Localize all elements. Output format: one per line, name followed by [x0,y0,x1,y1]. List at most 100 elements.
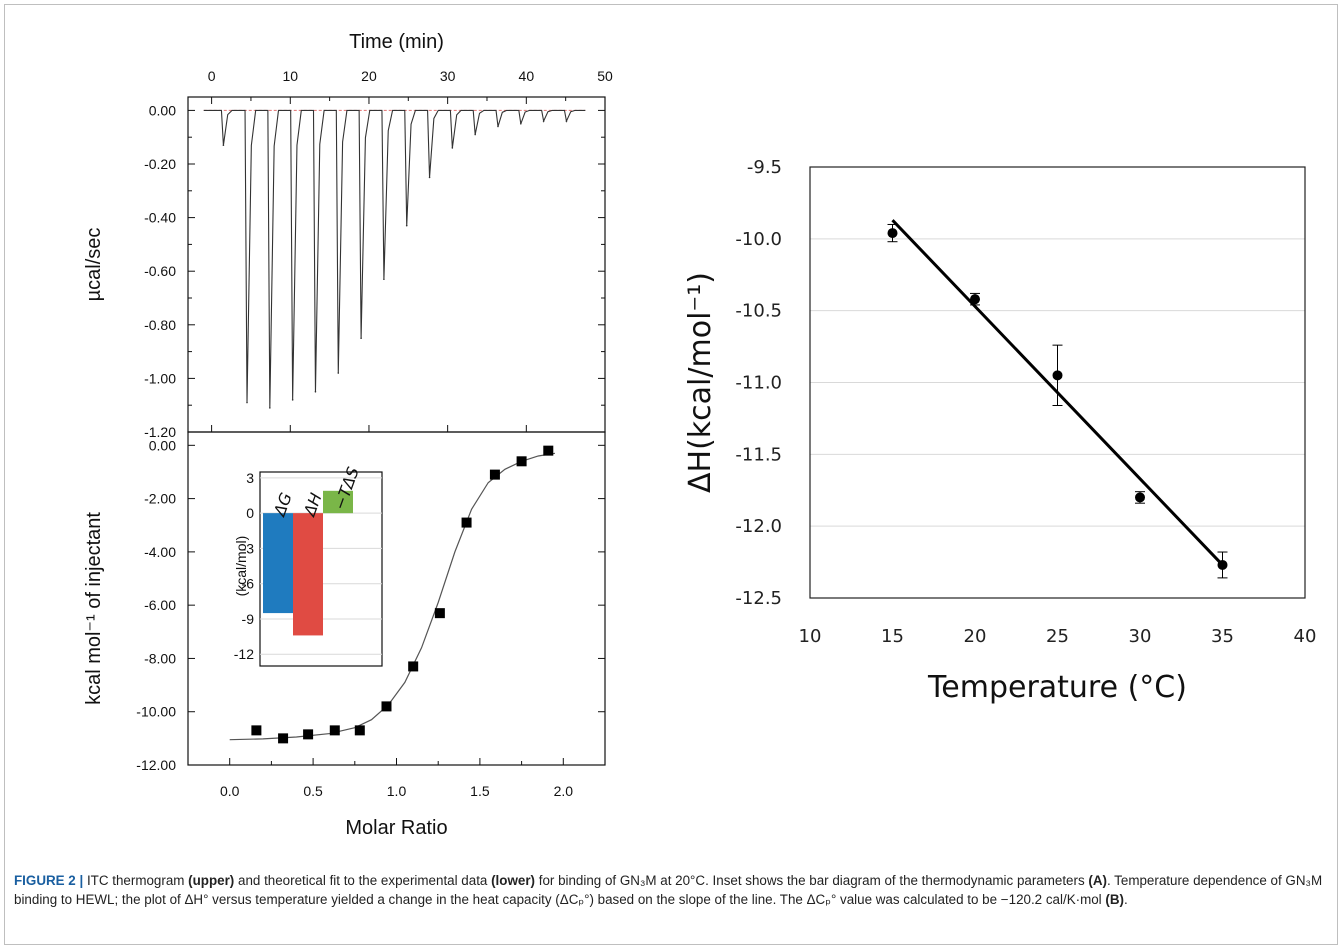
y-tick-label: -12.00 [136,757,176,773]
x-tick-label: 0 [208,68,216,84]
caption-body: ITC thermogram (upper) and theoretical f… [14,873,1322,907]
x-tick-label: 15 [881,626,904,647]
y-tick-label: -8.00 [144,650,176,666]
y-tick-label: -0.60 [144,263,176,279]
data-point [329,725,340,736]
data-point [408,661,419,672]
x-tick-label: 40 [519,68,535,84]
data-point [543,445,554,456]
x-tick-label: 2.0 [554,783,574,799]
figure-frame [4,4,1338,945]
x-axis-title: Time (min) [349,31,444,53]
y-tick-label: -4.00 [144,544,176,560]
injection-peak [383,278,385,281]
caption-part: . Temperature dependence of GN₃M binding… [14,873,1323,907]
y-tick-label: -10.0 [735,229,782,250]
y-tick-label: -0.80 [144,317,176,333]
inset-bar [293,513,323,636]
injection-peak [291,399,294,401]
caption-part: and theoretical fit to the experimental … [234,873,492,888]
injection-peak [520,123,522,125]
y-tick-label: -11.0 [735,373,782,394]
data-point [1217,559,1228,570]
caption-part: (upper) [188,873,235,888]
x-tick-label: 50 [597,68,613,84]
data-point [1135,492,1145,503]
x-tick-label: 10 [799,626,822,647]
x-tick-label: 0.5 [303,783,323,799]
fit-curve [229,452,556,741]
x-tick-label: 35 [1211,626,1234,647]
y-tick-label: -10.5 [735,301,782,322]
x-tick-label: 20 [964,626,987,647]
data-point [1052,370,1063,381]
inset-bar [323,490,353,514]
y-tick-label: -1.00 [144,370,176,386]
data-point [489,469,500,480]
injection-peak [542,120,545,122]
x-tick-label: 30 [1129,626,1152,647]
data-point [251,725,262,736]
y-tick-label: -11.5 [735,444,782,465]
injection-peak [246,401,248,404]
caption-part: . [1123,892,1128,907]
injection-peak [314,391,317,393]
inset-y-tick-label: -3 [242,540,255,556]
data-point [970,294,980,305]
y-tick-label: -1.20 [144,424,176,440]
plot-frame [809,166,1306,599]
inset-frame [259,471,383,667]
injection-peak [565,120,568,122]
injection-peak [428,176,431,179]
x-tick-label: 40 [1294,626,1317,647]
data-point [303,729,314,740]
y-tick-label: -0.20 [144,156,176,172]
x-tick-label: 1.0 [387,783,407,799]
y-axis-title: kcal mol⁻¹ of injectant [83,512,105,705]
injection-peak [360,337,362,340]
caption-part: for binding of GN₃M at 20°C. Inset shows… [535,873,1089,888]
x-tick-label: 30 [440,68,456,84]
panel-a-inset-bar-chart: 30-3-6-9-12(kcal/mol)ΔG ΔH −TΔS [233,464,383,667]
y-tick-label: -0.40 [144,210,176,226]
data-point [354,725,365,736]
y-tick-label: -10.00 [136,704,176,720]
y-tick-label: -6.00 [144,597,176,613]
data-point [887,228,898,239]
x-tick-label: 25 [1046,626,1069,647]
panel-b-enthalpy-vs-temperature: -9.5 -10.0 -10.5 -11.0 -11.5 -12.0 -12.5 10 15 20… [683,157,1316,705]
x-axis-title: Molar Ratio [345,817,447,839]
caption-label: FIGURE 2 | [14,873,84,888]
inset-y-tick-label: 0 [246,505,254,521]
inset-y-tick-label: 3 [246,470,254,486]
y-tick-label: -2.00 [144,491,176,507]
figure-caption: FIGURE 2 | ITC thermogram (upper) and th… [14,871,1330,909]
panel-a-upper-thermogram: Time (min) µcal/sec 0 10 20 30 40 50 0.00 -0.20 -0… [83,31,613,440]
inset-y-axis-title: (kcal/mol) [233,536,249,597]
x-tick-label: 1.5 [470,783,490,799]
y-tick-label: -9.5 [747,157,782,178]
injection-peak [451,147,454,149]
inset-y-tick-label: -6 [242,576,255,592]
injection-peak [222,144,225,147]
data-point [516,456,527,467]
panel-a-lower-binding-isotherm: Molar Ratio kcal mol⁻¹ of injectant 0.0 0.5… [83,431,606,839]
caption-part: (B) [1105,892,1124,907]
injection-peak [497,125,499,128]
caption-part: ITC thermogram [83,873,189,888]
data-point [461,517,472,528]
caption-part: (lower) [491,873,535,888]
inset-bar [263,513,293,614]
injection-peak [474,133,476,136]
x-tick-label: 10 [282,68,298,84]
plot-frame [187,96,606,433]
x-tick-label: 20 [361,68,377,84]
inset-y-tick-label: -9 [242,611,255,627]
data-point [381,701,392,712]
caption-part: (A) [1088,873,1107,888]
y-axis-title: ΔH(kcal/mol⁻¹) [683,272,718,493]
data-point [434,608,445,619]
data-point [278,733,289,744]
x-axis-title: Temperature (°C) [927,670,1187,705]
